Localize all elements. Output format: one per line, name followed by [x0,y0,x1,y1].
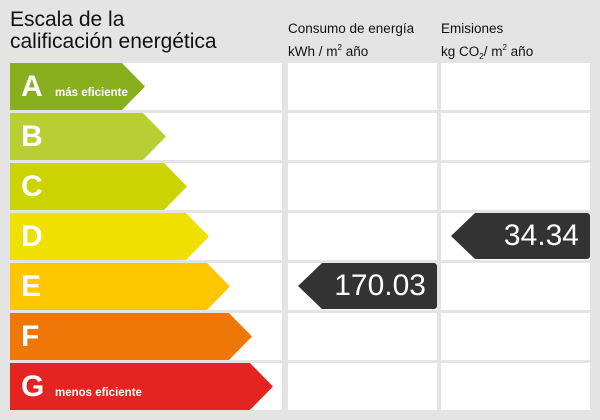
emisiones-value-badge: 34.34 [451,213,590,259]
rating-arrow-f: F [10,313,252,360]
emisiones-cell [441,313,590,360]
emisiones-header: Emisiones kg CO2/ m2 año [441,19,533,66]
consumo-cell [288,163,437,210]
emisiones-cell [441,113,590,160]
consumo-cell [288,363,437,410]
chart-title: Escala de la calificación energética [10,9,217,53]
emisiones-unit: kg CO2/ m2 año [441,43,534,61]
rating-arrow-c: C [10,163,187,210]
rating-label: más eficiente [55,86,128,99]
title-line-1: Escala de la [10,8,125,31]
rating-letter: A [21,69,43,103]
consumo-cell [288,213,437,260]
consumo-value-badge: 170.03 [298,263,437,309]
consumo-header: Consumo de energía kWh / m2 año [288,19,414,61]
consumo-cell [288,313,437,360]
emisiones-cell [441,363,590,410]
rating-arrow-d: D [10,213,209,260]
title-line-2: calificación energética [10,30,217,53]
emisiones-cell [441,163,590,210]
consumo-cell [288,63,437,110]
consumo-header-label: Consumo de energía [288,21,415,36]
rating-letter: D [21,219,43,253]
emisiones-header-label: Emisiones [441,21,504,36]
rating-arrow-e: E [10,263,230,310]
rating-letter: G [21,369,45,403]
rating-letter: C [21,169,43,203]
rating-letter: F [21,319,40,353]
rating-arrow-b: B [10,113,166,160]
emisiones-cell [441,263,590,310]
emisiones-cell [441,63,590,110]
rating-letter: B [21,119,43,153]
consumo-unit: kWh / m2 año [288,43,369,59]
rating-label: menos eficiente [55,386,142,399]
rating-letter: E [21,269,42,303]
consumo-cell [288,113,437,160]
